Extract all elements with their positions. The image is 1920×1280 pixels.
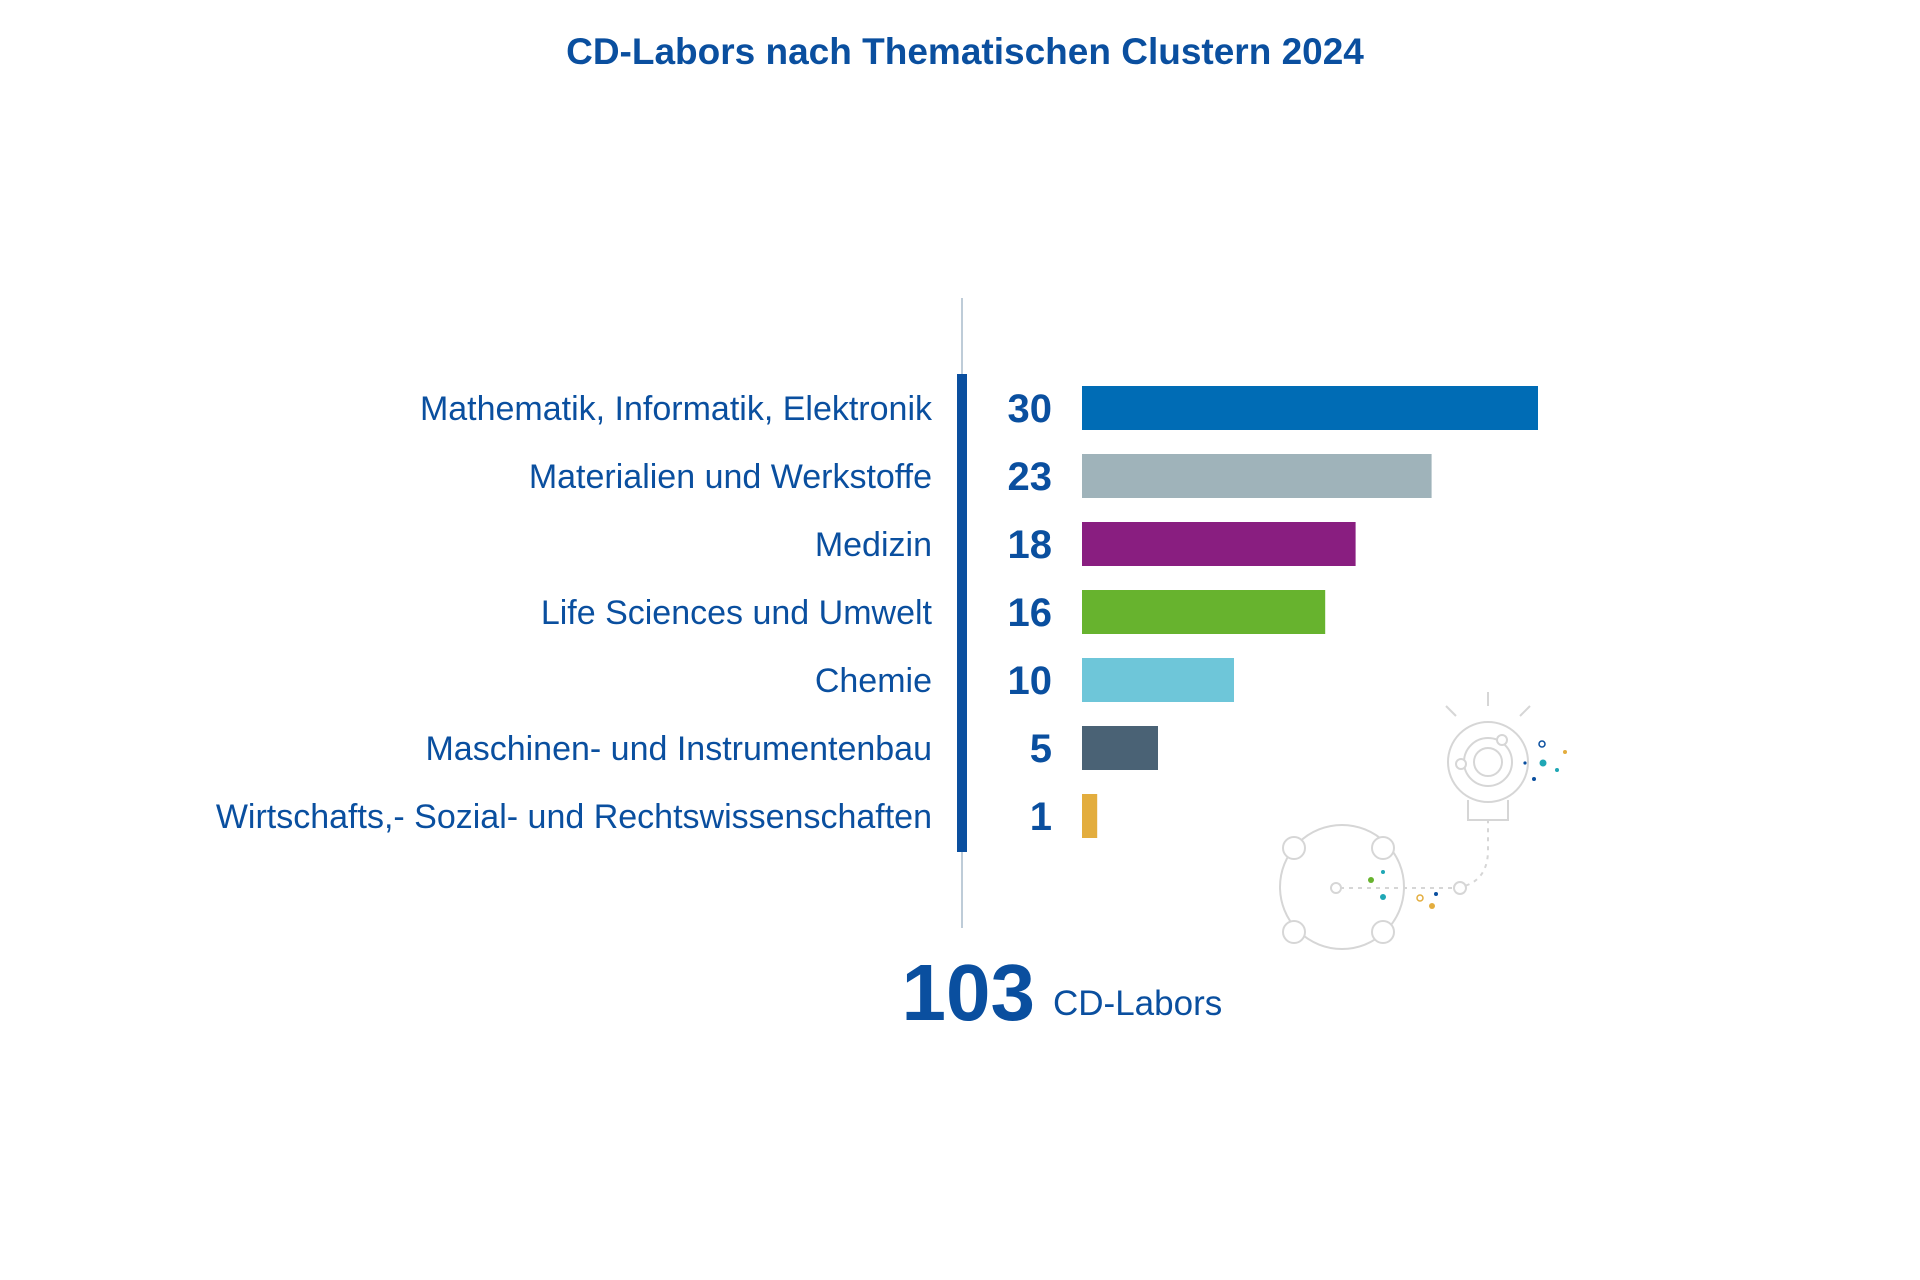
bar [1082,726,1158,770]
total-value: 103 [902,948,1035,1037]
value-label: 16 [1008,591,1053,635]
value-label: 30 [1008,387,1053,431]
value-label: 1 [1030,795,1052,839]
total-unit: CD-Labors [1053,984,1222,1023]
category-label: Medizin [815,526,932,564]
bar [1082,794,1098,838]
chart-title: CD-Labors nach Thematischen Clustern 202… [566,31,1364,72]
value-label: 23 [1008,455,1053,499]
bar [1082,386,1538,430]
decoration-dots [1368,750,1567,909]
category-label: Maschinen- und Instrumentenbau [425,730,932,768]
bar [1082,590,1326,634]
bar [1082,658,1234,702]
value-label: 5 [1030,727,1052,771]
value-label: 18 [1008,523,1053,567]
bar [1082,522,1356,566]
bars: Mathematik, Informatik, Elektronik 30 Mate… [216,386,1538,839]
category-label: Chemie [815,662,932,700]
category-label: Life Sciences und Umwelt [541,594,933,632]
bar [1082,454,1432,498]
category-label: Wirtschafts,- Sozial- und Rechtswissensc… [216,798,932,836]
lightbulb-network-icon [1279,692,1546,950]
axis-bar [957,374,967,852]
category-label: Materialien und Werkstoffe [529,458,932,496]
category-label: Mathematik, Informatik, Elektronik [420,390,933,428]
value-label: 10 [1008,659,1053,703]
